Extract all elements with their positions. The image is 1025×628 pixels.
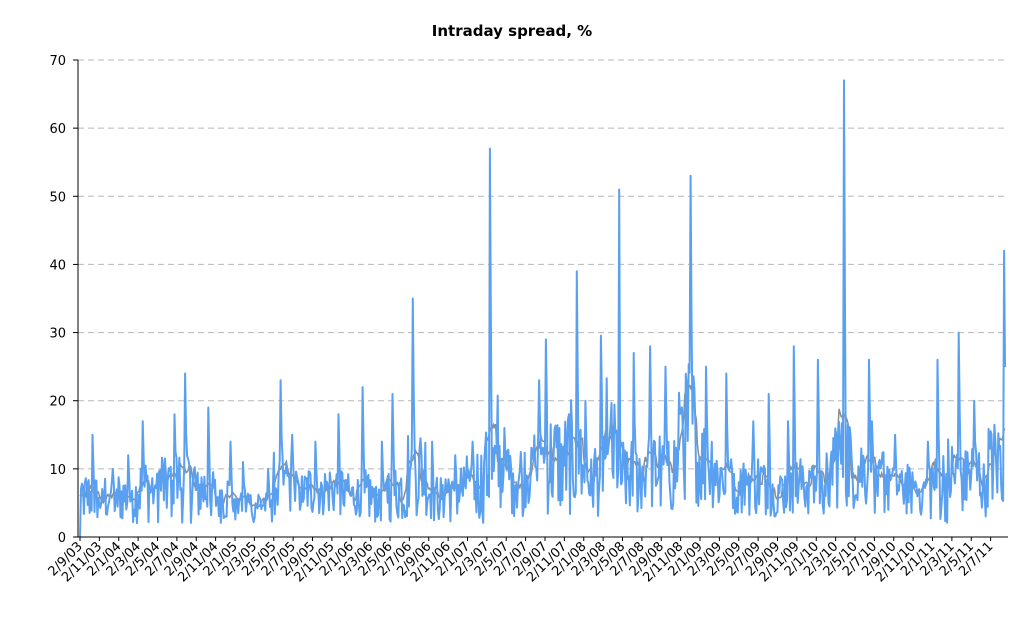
y-axis-ticks: 0 10 20 30 40 50 60 70: [49, 54, 78, 546]
y-tick-label: 60: [49, 122, 66, 137]
y-tick-label: 20: [49, 395, 66, 410]
chart-title: Intraday spread, %: [432, 22, 592, 40]
series-average-line: [79, 384, 1006, 509]
y-tick-label: 30: [49, 327, 66, 342]
series-line: [79, 79, 1006, 538]
gridlines: [78, 59, 1008, 470]
y-tick-label: 70: [49, 54, 66, 69]
series-layer: [79, 79, 1006, 538]
y-tick-label: 10: [49, 463, 66, 478]
x-axis-ticks: 2/9/032/11/032/1/042/3/042/5/042/7/042/9…: [46, 537, 996, 585]
y-tick-label: 50: [49, 190, 66, 205]
y-tick-label: 0: [58, 531, 66, 546]
y-tick-label: 40: [49, 258, 66, 273]
